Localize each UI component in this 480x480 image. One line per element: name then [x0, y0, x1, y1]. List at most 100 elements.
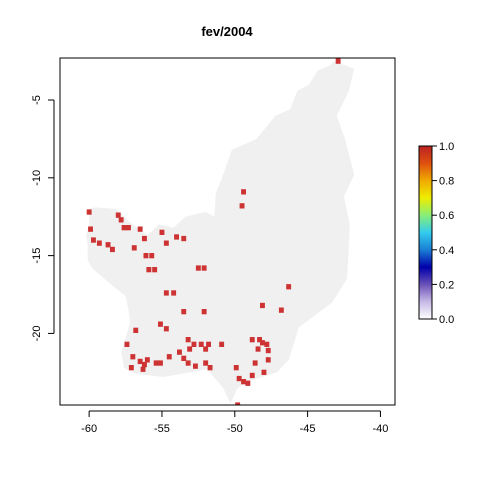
y-tick-label: -15: [31, 248, 43, 264]
active-cell: [260, 340, 265, 346]
legend-tick-label: 0.4: [439, 245, 454, 257]
active-cell: [203, 346, 209, 352]
active-cell: [171, 290, 177, 296]
active-cell: [153, 360, 159, 366]
active-cell: [128, 365, 134, 371]
active-cell: [158, 360, 163, 366]
y-tick-label: -10: [31, 170, 43, 186]
active-cell: [177, 349, 182, 355]
active-cell: [88, 226, 93, 232]
active-cell: [203, 360, 209, 366]
active-cell: [233, 365, 239, 371]
plot-frame: [59, 57, 396, 406]
active-cell: [131, 245, 137, 251]
y-tick-label: -20: [31, 325, 43, 341]
active-cell: [191, 341, 197, 347]
active-cell: [133, 327, 139, 333]
active-cell: [158, 321, 163, 327]
active-cell: [206, 341, 211, 347]
active-cell: [185, 360, 191, 366]
active-cell: [152, 267, 158, 273]
active-cell: [149, 253, 155, 259]
active-cell: [137, 226, 143, 232]
active-cell: [110, 246, 115, 253]
active-cell: [236, 375, 242, 382]
legend-tick-label: 0.6: [439, 210, 454, 222]
active-cell: [261, 369, 267, 375]
x-axis: -60 -55 -50 -45 -40: [81, 410, 388, 435]
active-cells: [86, 58, 341, 405]
active-cell: [195, 265, 201, 271]
active-cell: [126, 225, 131, 231]
active-cell: [193, 363, 198, 369]
active-cell: [137, 358, 143, 365]
x-tick-label: -60: [81, 423, 97, 435]
active-cell: [166, 354, 172, 360]
active-cell: [115, 212, 121, 218]
active-cell: [245, 380, 251, 386]
legend-colorbar: [419, 146, 432, 319]
active-cell: [118, 217, 124, 223]
legend-tick-label: 0.8: [439, 176, 454, 188]
legend-frame: [418, 145, 433, 320]
active-cell: [140, 366, 146, 372]
chart-title: fev/2004: [201, 24, 253, 39]
active-cell: [163, 240, 169, 246]
active-cell: [264, 341, 270, 347]
active-cell: [91, 237, 96, 243]
active-cell: [143, 253, 149, 259]
active-cell: [198, 341, 204, 347]
active-cell: [335, 58, 341, 64]
active-cell: [185, 337, 191, 343]
active-cell: [286, 284, 292, 290]
active-cell: [187, 346, 193, 352]
y-axis: -5 -10 -15 -20: [31, 95, 55, 341]
active-cell: [105, 242, 111, 248]
active-cell: [142, 361, 147, 368]
active-cell: [181, 355, 187, 361]
active-cell: [207, 365, 213, 371]
active-cell: [142, 235, 147, 242]
plot-area: [86, 58, 355, 405]
x-tick-label: -50: [227, 423, 243, 435]
active-cell: [260, 302, 265, 309]
active-cell: [249, 372, 255, 379]
active-cell: [252, 360, 258, 366]
active-cell: [241, 379, 246, 385]
active-cell: [265, 347, 271, 354]
active-cell: [241, 189, 246, 195]
land-region-background: [86, 61, 355, 404]
legend-tick-label: 0.0: [439, 314, 454, 326]
active-cell: [130, 354, 136, 360]
legend-tick-label: 0.2: [439, 279, 454, 291]
x-tick-label: -55: [154, 423, 170, 435]
active-cell: [146, 267, 152, 273]
legend-ticks: 1.0 0.8 0.6 0.4 0.2 0.0: [432, 141, 454, 326]
active-cell: [265, 357, 271, 363]
active-cell: [255, 346, 261, 352]
x-tick-label: -40: [372, 423, 388, 435]
y-tick-label: -5: [31, 95, 43, 105]
active-cell: [235, 402, 241, 405]
active-cell: [159, 229, 165, 235]
active-cell: [219, 341, 225, 347]
active-cell: [144, 357, 150, 363]
active-cell: [239, 203, 245, 209]
active-cell: [174, 234, 179, 240]
active-cell: [249, 337, 255, 343]
x-tick-label: -45: [300, 423, 316, 435]
active-cell: [278, 307, 284, 313]
active-cell: [181, 235, 187, 242]
active-cell: [121, 225, 127, 231]
active-cell: [201, 265, 207, 271]
active-cell: [201, 309, 207, 315]
legend-tick-label: 1.0: [439, 141, 454, 153]
legend: 1.0 0.8 0.6 0.4 0.2 0.0: [418, 141, 454, 326]
active-cell: [163, 290, 169, 296]
active-cell: [181, 309, 187, 315]
active-cell: [257, 337, 262, 343]
active-cell: [96, 240, 102, 246]
active-cell: [86, 209, 92, 215]
active-cell: [163, 326, 169, 332]
